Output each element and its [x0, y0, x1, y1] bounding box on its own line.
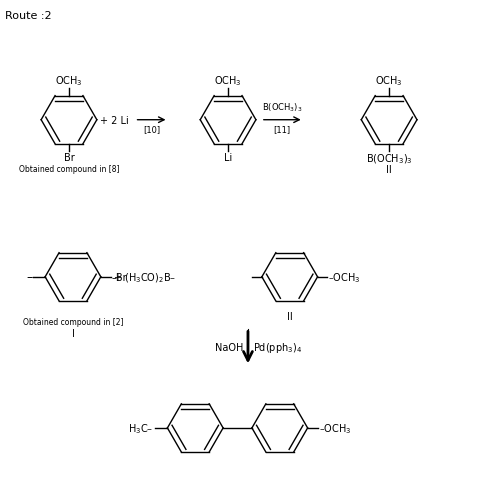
- Text: Pd(pph$_3$)$_4$: Pd(pph$_3$)$_4$: [252, 341, 301, 355]
- Text: OCH$_3$: OCH$_3$: [374, 74, 402, 87]
- Text: Obtained compound in [8]: Obtained compound in [8]: [19, 164, 119, 173]
- Text: Li: Li: [224, 152, 232, 163]
- Text: Route :2: Route :2: [5, 11, 52, 21]
- Text: II: II: [385, 164, 391, 174]
- Text: H$_3$C–: H$_3$C–: [128, 421, 153, 435]
- Text: OCH$_3$: OCH$_3$: [214, 74, 241, 87]
- Text: B(OCH$_3$)$_3$: B(OCH$_3$)$_3$: [365, 152, 412, 166]
- Text: –Br: –Br: [111, 272, 127, 282]
- Text: Br: Br: [63, 152, 74, 163]
- Text: I: I: [72, 328, 74, 338]
- Text: –OCH$_3$: –OCH$_3$: [328, 270, 360, 284]
- Text: [10]: [10]: [143, 124, 160, 133]
- Text: II: II: [286, 311, 292, 321]
- Text: –: –: [26, 271, 32, 284]
- Text: OCH$_3$: OCH$_3$: [55, 74, 83, 87]
- Text: [11]: [11]: [273, 124, 290, 133]
- Text: NaOH: NaOH: [214, 343, 242, 353]
- Text: + (H$_3$CO)$_2$B–: + (H$_3$CO)$_2$B–: [112, 270, 176, 284]
- Text: –OCH$_3$: –OCH$_3$: [318, 421, 350, 435]
- Text: Obtained compound in [2]: Obtained compound in [2]: [23, 317, 123, 326]
- Text: B(OCH$_3$)$_3$: B(OCH$_3$)$_3$: [262, 101, 302, 114]
- Text: + 2 Li: + 2 Li: [100, 116, 128, 125]
